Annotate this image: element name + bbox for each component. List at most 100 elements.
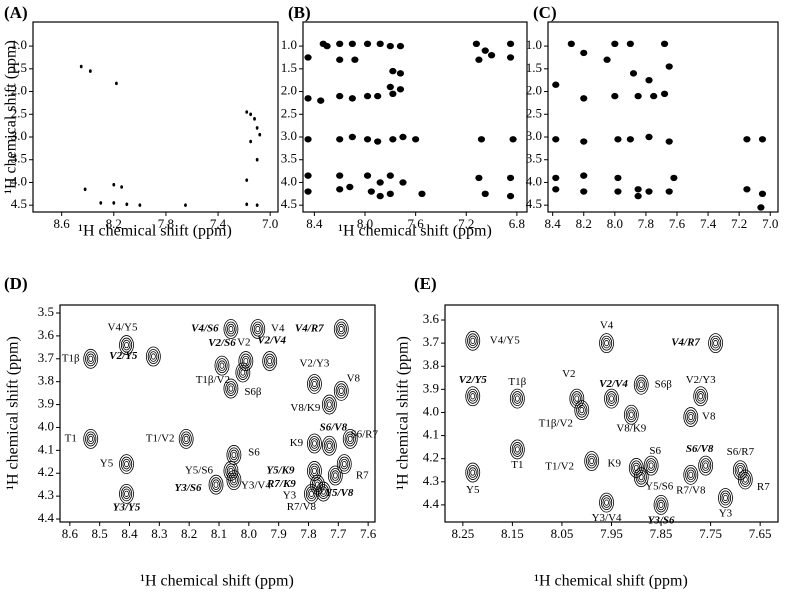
x-tick-label: 8.4 bbox=[306, 216, 323, 231]
y-tick-label: 1.5 bbox=[11, 60, 27, 75]
peak bbox=[386, 42, 394, 50]
x-tick-label: 6.8 bbox=[509, 216, 525, 231]
contour-ring bbox=[514, 395, 520, 402]
peak-label: V4/S6 bbox=[191, 323, 219, 335]
contour-ring bbox=[147, 349, 159, 364]
peak bbox=[660, 40, 669, 48]
peak-contour bbox=[235, 362, 251, 383]
contour-ring bbox=[648, 462, 654, 469]
peak bbox=[626, 40, 634, 48]
contour-ring bbox=[685, 409, 697, 425]
contour-ring bbox=[85, 351, 97, 367]
contour-ring bbox=[600, 335, 613, 351]
peak bbox=[304, 95, 312, 102]
peak bbox=[396, 42, 405, 50]
contour-ring bbox=[468, 467, 477, 478]
peak bbox=[376, 179, 384, 186]
peak bbox=[376, 40, 384, 48]
peak bbox=[567, 40, 575, 48]
peak bbox=[99, 201, 103, 205]
contour-ring bbox=[308, 463, 321, 479]
contour-ring bbox=[213, 481, 219, 488]
plot-frame bbox=[302, 21, 528, 213]
peak bbox=[255, 157, 259, 162]
panel-title: (C) bbox=[533, 3, 557, 22]
contour-ring bbox=[225, 321, 237, 337]
contour-ring bbox=[604, 499, 609, 506]
y-tick-label: 3.9 bbox=[423, 380, 439, 395]
contour-ring bbox=[713, 340, 718, 347]
contour-ring bbox=[335, 383, 347, 399]
peak-label: Y3/S6 bbox=[648, 514, 675, 526]
peak bbox=[634, 186, 642, 193]
peak bbox=[255, 126, 259, 130]
peak-label: Y3/V4 bbox=[592, 512, 622, 524]
contour-ring bbox=[229, 474, 238, 486]
peak bbox=[626, 136, 634, 143]
peak bbox=[758, 190, 767, 198]
peak-contour bbox=[83, 429, 99, 449]
peak bbox=[304, 54, 312, 61]
contour-ring bbox=[332, 472, 338, 479]
contour-ring bbox=[323, 438, 335, 454]
peak-contour bbox=[238, 351, 254, 371]
peak-label: V4/Y5 bbox=[108, 322, 138, 334]
peak-label: R7/V8 bbox=[287, 501, 317, 513]
peak bbox=[323, 42, 331, 50]
peak-label: S6/V8 bbox=[320, 421, 348, 433]
contour-ring bbox=[637, 379, 646, 390]
contour-ring bbox=[586, 453, 598, 469]
contour-ring bbox=[325, 399, 334, 410]
peak bbox=[363, 172, 372, 179]
peak bbox=[399, 133, 407, 141]
contour-ring bbox=[701, 460, 710, 471]
peak-label: Y5/S6 bbox=[185, 464, 214, 476]
x-tick-label: 7.75 bbox=[699, 526, 722, 541]
contour-ring bbox=[216, 358, 228, 374]
contour-ring bbox=[338, 325, 344, 333]
peak bbox=[481, 190, 489, 198]
peak-contour bbox=[262, 351, 278, 371]
peak-label: S6/R7 bbox=[350, 428, 378, 440]
peak bbox=[245, 178, 249, 182]
peak bbox=[396, 86, 405, 93]
y-tick-label: 1.0 bbox=[11, 37, 27, 52]
plot-frame bbox=[547, 21, 779, 213]
contour-ring bbox=[326, 401, 332, 408]
peak bbox=[346, 183, 354, 191]
y-tick-label: 3.6 bbox=[38, 327, 55, 342]
y-tick-label: 1.5 bbox=[526, 60, 542, 75]
peak-label: V8 bbox=[347, 372, 361, 384]
peak-label: V2/Y3 bbox=[299, 358, 329, 370]
contour-ring bbox=[308, 376, 321, 392]
contour-ring bbox=[228, 385, 234, 392]
peak-label: S6 bbox=[248, 446, 260, 458]
contour-ring bbox=[335, 321, 347, 337]
contour-ring bbox=[122, 488, 131, 500]
contour-ring bbox=[307, 488, 316, 500]
y-axis-label: ¹H chemical shift (ppm) bbox=[395, 336, 412, 490]
peak bbox=[115, 81, 118, 86]
x-tick-label: 7.2 bbox=[731, 216, 747, 231]
y-tick-label: 3.5 bbox=[38, 304, 54, 319]
contour-ring bbox=[647, 460, 656, 471]
x-tick-label: 7.95 bbox=[600, 526, 623, 541]
y-tick-label: 4.5 bbox=[526, 196, 542, 211]
peak bbox=[758, 136, 767, 143]
contour-ring bbox=[180, 431, 192, 447]
contour-ring bbox=[326, 442, 332, 449]
contour-ring bbox=[635, 377, 647, 393]
peak-label: K9 bbox=[290, 437, 304, 449]
x-tick-label: 7.6 bbox=[669, 216, 686, 231]
peak-contour bbox=[223, 319, 239, 339]
contour-ring bbox=[231, 451, 237, 459]
peak-contour bbox=[83, 348, 99, 369]
contour-ring bbox=[341, 460, 347, 468]
y-tick-label: 3.0 bbox=[526, 128, 542, 143]
peak bbox=[120, 185, 124, 189]
peak-contour bbox=[718, 488, 733, 508]
peak bbox=[317, 97, 325, 104]
contour-ring bbox=[305, 486, 318, 502]
peak bbox=[389, 136, 397, 143]
